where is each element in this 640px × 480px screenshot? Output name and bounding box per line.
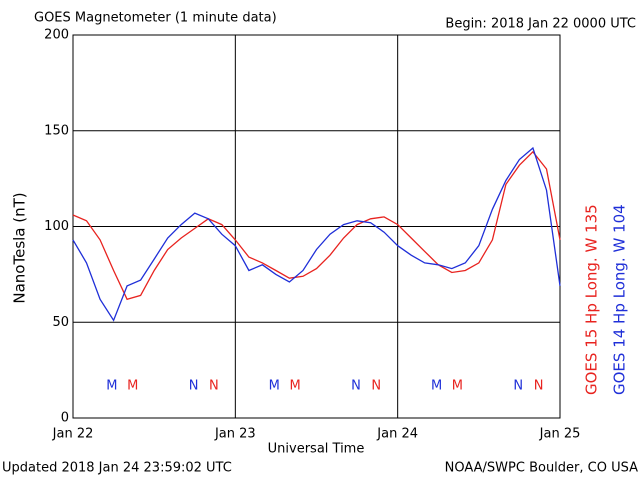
footer-right: NOAA/SWPC Boulder, CO USA <box>445 461 638 476</box>
y-tick-label: 150 <box>44 123 69 138</box>
y-axis-label: NanoTesla (nT) <box>11 192 29 303</box>
x-tick-label: Jan 23 <box>214 427 256 442</box>
annotation: N <box>513 379 523 394</box>
x-axis-label: Universal Time <box>268 442 365 457</box>
y-tick-label: 100 <box>44 219 69 234</box>
annotation: M <box>269 379 280 394</box>
x-tick-label: Jan 22 <box>52 427 94 442</box>
annotation: N <box>189 379 199 394</box>
chart-subtitle: Begin: 2018 Jan 22 0000 UTC <box>445 17 636 32</box>
y-tick-label: 200 <box>44 28 69 43</box>
annotation: M <box>127 379 138 394</box>
legend-label: GOES 14 Hp Long. W 104 <box>611 204 629 395</box>
x-tick-label: Jan 25 <box>539 427 581 442</box>
annotation: N <box>371 379 381 394</box>
annotation: M <box>289 379 300 394</box>
y-tick-label: 0 <box>61 411 69 426</box>
annotation: N <box>351 379 361 394</box>
annotation: N <box>209 379 219 394</box>
annotation: N <box>534 379 544 394</box>
annotation: M <box>431 379 442 394</box>
footer-left: Updated 2018 Jan 24 23:59:02 UTC <box>2 461 232 476</box>
y-tick-label: 50 <box>52 315 69 330</box>
x-tick-label: Jan 24 <box>376 427 418 442</box>
annotation: M <box>452 379 463 394</box>
series-line <box>72 150 561 301</box>
chart-title: GOES Magnetometer (1 minute data) <box>34 11 277 26</box>
plot-border <box>72 34 561 419</box>
annotation: M <box>106 379 117 394</box>
series-line <box>72 146 561 322</box>
legend-label: GOES 15 Hp Long. W 135 <box>583 204 601 395</box>
